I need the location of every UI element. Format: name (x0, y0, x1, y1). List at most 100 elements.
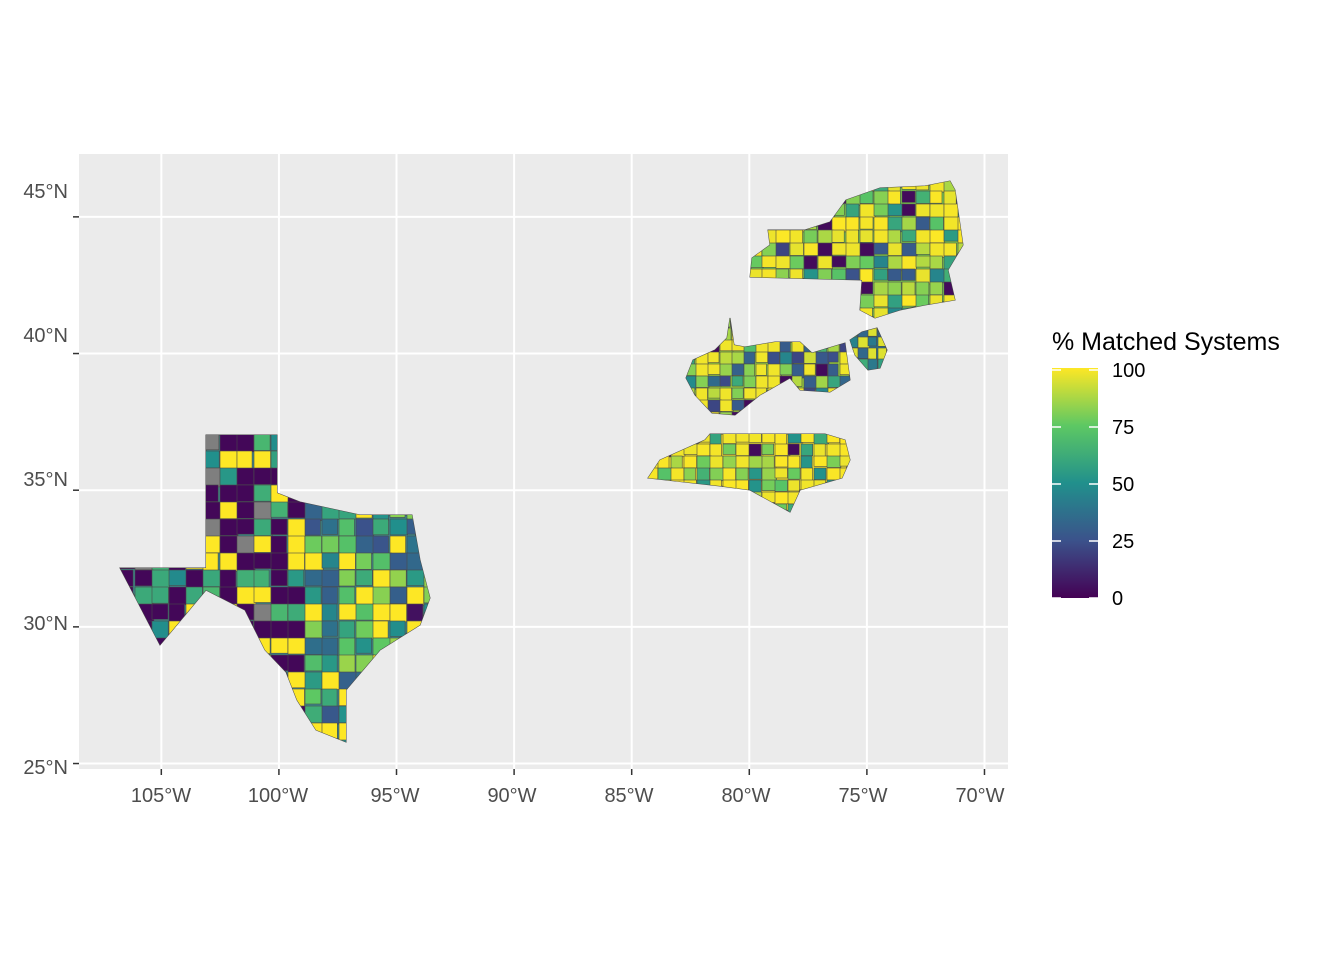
county (873, 294, 889, 308)
county (338, 586, 356, 605)
county (304, 620, 323, 639)
county (719, 351, 734, 366)
county (168, 586, 188, 606)
county (270, 501, 289, 518)
county (831, 255, 847, 268)
county (867, 336, 877, 347)
legend-label: 0 (1112, 588, 1123, 610)
x-tick-label: 75°W (838, 785, 887, 807)
county (813, 443, 826, 458)
county (774, 491, 790, 505)
x-axis-labels: 105°W 100°W 95°W 90°W 85°W 80°W 75°W 70°… (131, 785, 1005, 807)
county (929, 190, 943, 204)
county (287, 518, 306, 537)
county (321, 620, 338, 637)
county (827, 351, 839, 363)
county (270, 552, 288, 570)
county (859, 229, 874, 243)
county (219, 484, 240, 505)
county (355, 569, 373, 586)
county (304, 535, 322, 555)
x-tick-label: 80°W (721, 785, 770, 807)
y-tick-label: 40°N (23, 325, 68, 347)
county (943, 229, 959, 242)
county (372, 569, 391, 589)
county (901, 281, 916, 298)
county (287, 620, 306, 639)
county (901, 242, 918, 258)
county (287, 637, 307, 655)
county (774, 467, 788, 479)
county (185, 569, 205, 589)
county (719, 375, 731, 387)
county (287, 535, 306, 555)
county (236, 450, 253, 469)
county (929, 216, 944, 231)
county (321, 603, 338, 622)
county (202, 569, 221, 588)
county (321, 654, 338, 674)
county (236, 435, 255, 453)
y-tick-label: 35°N (23, 469, 68, 491)
county (219, 467, 238, 487)
county (253, 552, 274, 569)
county (789, 255, 805, 270)
county (845, 242, 863, 257)
county (943, 216, 960, 232)
county (695, 363, 710, 377)
county (775, 242, 790, 258)
county (817, 242, 833, 257)
legend-label: 25 (1112, 531, 1134, 553)
county (731, 375, 744, 387)
county (219, 552, 239, 572)
county (901, 229, 918, 242)
county (304, 603, 324, 623)
county (304, 671, 323, 691)
county (338, 603, 357, 621)
county (775, 255, 791, 269)
county (321, 671, 341, 690)
county (887, 268, 902, 281)
county (709, 443, 722, 458)
county (722, 455, 738, 470)
county (236, 569, 256, 589)
county (270, 586, 290, 607)
y-tick-label: 45°N (23, 181, 68, 203)
county (355, 586, 375, 606)
county (338, 535, 359, 556)
county (813, 455, 829, 467)
county (839, 455, 850, 467)
county (831, 229, 845, 243)
county (355, 603, 375, 621)
county (338, 654, 356, 675)
county (815, 363, 828, 377)
county (943, 190, 957, 207)
county (719, 399, 734, 412)
county (338, 637, 356, 657)
county (389, 518, 408, 536)
county (406, 603, 424, 622)
county (236, 586, 257, 605)
county (826, 443, 841, 458)
county (929, 229, 945, 244)
county (943, 203, 959, 219)
y-tick-label: 25°N (23, 757, 68, 779)
county (748, 455, 764, 470)
county (236, 484, 255, 502)
county (372, 535, 389, 555)
county (845, 268, 860, 282)
county (743, 375, 757, 388)
county (929, 255, 943, 270)
county (355, 637, 372, 654)
county (845, 203, 860, 219)
county (867, 358, 878, 370)
county (803, 375, 817, 390)
county (707, 375, 722, 387)
county (859, 281, 873, 295)
county (755, 375, 769, 389)
county (731, 363, 745, 376)
county (826, 455, 842, 468)
county (151, 569, 170, 589)
county (722, 467, 736, 481)
